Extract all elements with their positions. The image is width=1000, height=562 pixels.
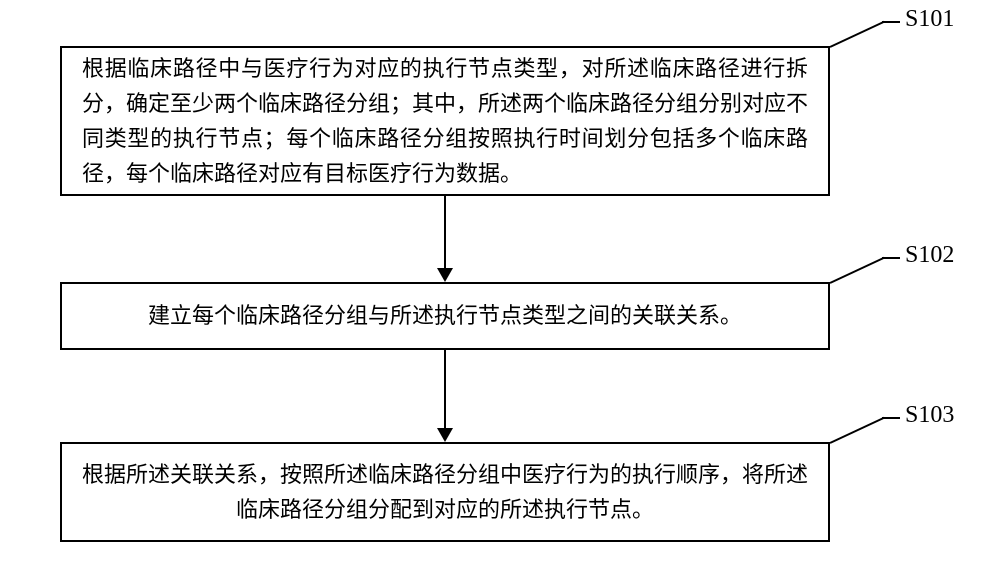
step-box-s103: 根据所述关联关系，按照所述临床路径分组中医疗行为的执行顺序，将所述临床路径分组分… [60,442,830,542]
step-text-s102: 建立每个临床路径分组与所述执行节点类型之间的关联关系。 [148,298,742,333]
flowchart-container: 根据临床路径中与医疗行为对应的执行节点类型，对所述临床路径进行拆分，确定至少两个… [0,0,1000,562]
label-connector-s101 [830,21,885,48]
step-text-s101: 根据临床路径中与医疗行为对应的执行节点类型，对所述临床路径进行拆分，确定至少两个… [82,51,808,192]
arrow-head-1 [437,268,453,282]
label-line-s102 [882,257,900,259]
step-box-s101: 根据临床路径中与医疗行为对应的执行节点类型，对所述临床路径进行拆分，确定至少两个… [60,46,830,196]
arrow-head-2 [437,428,453,442]
step-label-s101: S101 [905,6,954,33]
label-connector-s102 [830,257,885,284]
step-text-s103: 根据所述关联关系，按照所述临床路径分组中医疗行为的执行顺序，将所述临床路径分组分… [82,457,808,527]
step-label-s103: S103 [905,402,954,429]
label-line-s101 [882,21,900,23]
label-line-s103 [882,417,900,419]
step-box-s102: 建立每个临床路径分组与所述执行节点类型之间的关联关系。 [60,282,830,350]
arrow-line-1 [444,196,446,268]
step-label-s102: S102 [905,242,954,269]
label-connector-s103 [830,417,885,444]
arrow-line-2 [444,350,446,428]
